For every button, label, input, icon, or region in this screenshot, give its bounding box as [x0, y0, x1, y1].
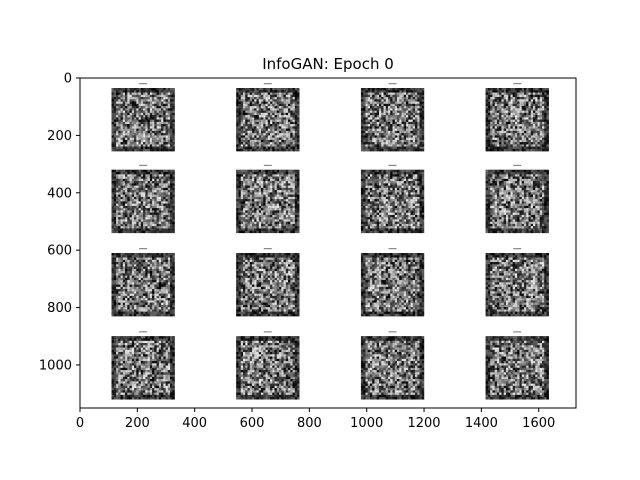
image-panel: [485, 83, 549, 152]
y-tick-label: 800: [47, 301, 72, 316]
x-tick-label: 1400: [465, 416, 498, 431]
image-panel: [236, 248, 300, 317]
x-tick-label: 1200: [407, 416, 440, 431]
x-tick-label: 1000: [350, 416, 383, 431]
image-panel: [360, 331, 425, 400]
plot-frame: [79, 77, 577, 409]
image-panel: [111, 331, 175, 400]
y-tick-label: 400: [47, 186, 72, 201]
y-tick-label: 600: [47, 244, 72, 259]
y-tick-label: 0: [64, 72, 72, 87]
image-panel: [111, 83, 175, 152]
image-panel: [485, 248, 549, 317]
x-tick-label: 400: [182, 416, 207, 431]
image-panel: [360, 164, 425, 234]
image-panel: [485, 164, 549, 234]
y-tick-label: 200: [47, 129, 72, 144]
x-tick-label: 200: [125, 416, 150, 431]
chart-title: InfoGAN: Epoch 0: [262, 55, 394, 73]
x-tick-label: 0: [76, 416, 84, 431]
image-panel: [236, 164, 300, 234]
y-axis: 0 200 400 600 800 1000: [39, 72, 80, 373]
image-panel: [111, 248, 175, 317]
image-panel: [111, 164, 175, 234]
x-axis: 0 200 400 600 800 1000 1200 1400 1600: [76, 408, 555, 431]
x-tick-label: 800: [297, 416, 322, 431]
image-panel: [236, 331, 300, 400]
image-panel: [360, 248, 425, 317]
x-tick-label: 600: [240, 416, 265, 431]
y-tick-label: 1000: [39, 358, 72, 373]
image-panels: [111, 83, 549, 400]
image-panel: [485, 331, 549, 400]
image-panel: [236, 83, 300, 152]
image-panel: [360, 83, 425, 152]
x-tick-label: 1600: [522, 416, 555, 431]
